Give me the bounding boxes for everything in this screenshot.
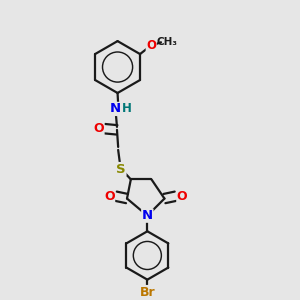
Text: O: O: [104, 190, 115, 203]
Text: O: O: [146, 39, 156, 52]
Text: Br: Br: [140, 286, 155, 298]
Text: S: S: [116, 163, 126, 176]
Text: O: O: [93, 122, 104, 135]
Text: H: H: [122, 101, 132, 115]
Text: N: N: [142, 209, 153, 222]
Text: N: N: [110, 102, 121, 116]
Text: O: O: [177, 190, 188, 203]
Text: CH₃: CH₃: [157, 37, 178, 47]
